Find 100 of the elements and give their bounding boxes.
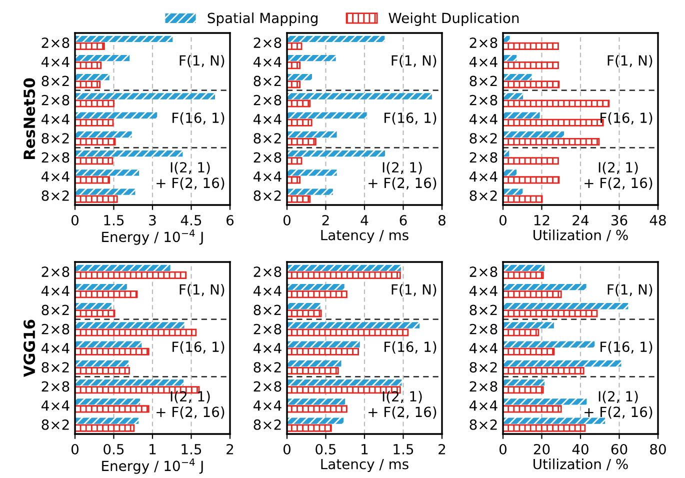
bar (287, 424, 332, 432)
bar (75, 348, 150, 356)
bar (75, 93, 216, 100)
bar (503, 284, 586, 290)
bar (503, 112, 540, 118)
x-tick-label: 2 (226, 444, 234, 454)
bar (75, 398, 140, 405)
bar (287, 74, 312, 80)
bar (287, 195, 311, 203)
bar (287, 360, 342, 367)
bar (503, 418, 606, 424)
bar (287, 188, 333, 195)
bar (75, 118, 114, 126)
x-tick-label: 24 (572, 214, 589, 226)
y-tick-label: 8×2 (254, 190, 281, 201)
bar (503, 290, 562, 298)
y-tick-label: 4×4 (42, 400, 70, 411)
bar (503, 366, 584, 375)
bar (503, 195, 543, 203)
x-tick-label: 0.5 (104, 444, 124, 454)
annotation: I(2, 1) + F(2, 16) (368, 162, 436, 190)
bar (75, 341, 142, 348)
x-tick-label: 36 (611, 214, 628, 226)
bar (287, 271, 401, 279)
y-tick-label: 2×8 (42, 94, 70, 106)
bar (503, 62, 559, 70)
bar (287, 328, 409, 336)
annotation: F(1, N) (180, 284, 224, 296)
y-tick-label: 8×2 (42, 419, 69, 430)
x-tick-label: 8 (438, 214, 446, 226)
bar (287, 310, 322, 318)
bar (503, 188, 523, 195)
y-tick-label: 4×4 (470, 286, 498, 296)
bar (75, 284, 127, 290)
bar (75, 138, 116, 146)
bar (503, 348, 555, 356)
y-tick-label: 4×4 (470, 343, 498, 354)
x-tick-label: 12 (534, 214, 550, 226)
bar (503, 328, 540, 336)
x-tick-label: 3 (149, 214, 156, 226)
bar (287, 112, 367, 118)
x-tick-label: 20 (534, 444, 550, 454)
bar (75, 264, 170, 272)
y-tick-label: 8×2 (254, 304, 281, 316)
y-tick-label: 8×2 (42, 133, 69, 144)
bar (503, 74, 532, 80)
annotation: F(1, N) (392, 54, 436, 68)
bar (287, 62, 300, 70)
y-tick-label: 4×4 (254, 343, 282, 354)
bar (75, 62, 102, 70)
bar (503, 386, 544, 394)
bar (75, 176, 110, 184)
bar (287, 398, 346, 405)
y-tick-label: 2×8 (42, 266, 70, 278)
x-tick-label: 1.5 (104, 215, 124, 226)
x-tick-label: 0 (283, 444, 290, 454)
y-axis-title: ResNet50 (24, 78, 36, 160)
x-axis-title: Latency / ms (321, 230, 408, 243)
x-tick-label: 6 (226, 214, 234, 226)
x-tick-label: 0 (71, 214, 78, 226)
bar (287, 138, 316, 146)
bar (503, 176, 560, 184)
annotation: F(16, 1) (172, 341, 224, 354)
bar (75, 366, 130, 375)
bar (287, 264, 401, 272)
bar (75, 310, 116, 318)
y-tick-label: 2×8 (254, 38, 282, 48)
x-axis-title: Utilization / % (534, 458, 628, 470)
bar (287, 176, 300, 184)
bar (503, 100, 610, 108)
y-tick-label: 4×4 (254, 400, 282, 411)
y-tick-label: 2×8 (470, 266, 498, 278)
x-axis-title: Latency / ms (321, 458, 408, 472)
bar (503, 424, 586, 432)
y-tick-label: 2×8 (470, 38, 498, 48)
bar (503, 405, 562, 413)
y-tick-label: 8×2 (470, 304, 497, 316)
bar (75, 328, 197, 336)
bar (287, 54, 336, 62)
bar (287, 131, 337, 138)
y-tick-label: 8×2 (254, 76, 281, 86)
bar (287, 418, 344, 424)
y-tick-label: 4×4 (42, 56, 70, 67)
bar (75, 170, 140, 176)
x-tick-label: 0 (71, 444, 78, 454)
bar (503, 310, 598, 318)
y-tick-label: 2×8 (470, 381, 498, 392)
y-tick-label: 4×4 (470, 114, 498, 124)
annotation: F(16, 1) (600, 112, 652, 125)
bar (75, 271, 187, 279)
bar (75, 188, 136, 195)
y-tick-label: 2×8 (42, 152, 70, 163)
y-tick-label: 8×2 (42, 76, 69, 86)
y-tick-label: 8×2 (42, 362, 69, 373)
bar (287, 303, 320, 310)
bar (287, 118, 312, 126)
bar (503, 131, 564, 138)
y-tick-label: 8×2 (42, 190, 69, 201)
annotation: I(2, 1) + F(2, 16) (584, 162, 652, 190)
x-tick-label: 2 (438, 444, 446, 454)
